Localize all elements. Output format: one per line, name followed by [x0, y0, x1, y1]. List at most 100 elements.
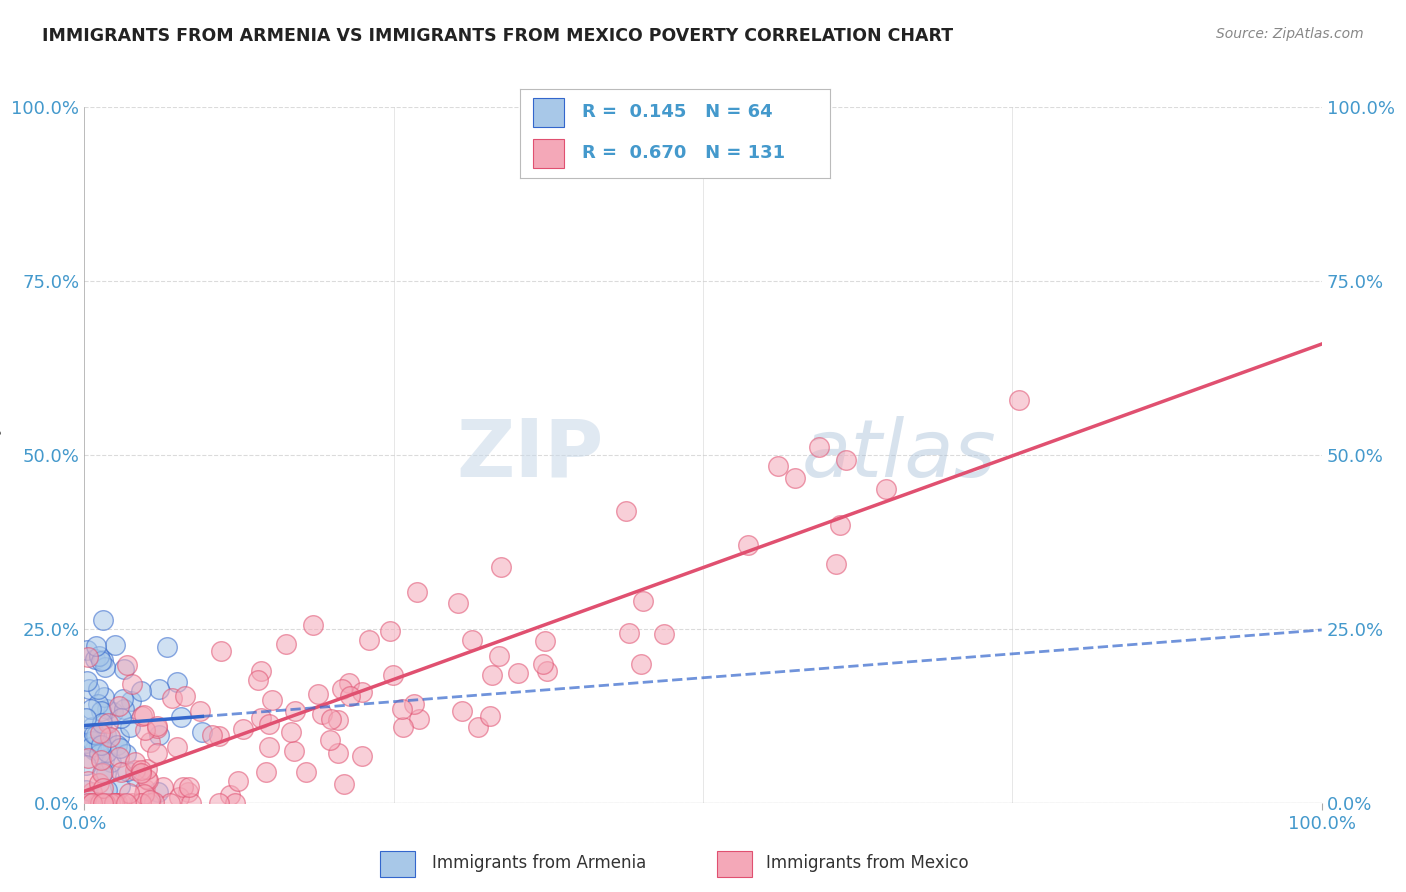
Point	[108, 741, 131, 756]
Point	[536, 664, 558, 678]
Point	[319, 733, 342, 747]
Point	[132, 787, 155, 801]
Point	[875, 482, 897, 496]
Point	[139, 793, 162, 807]
Point	[319, 712, 342, 726]
Point	[307, 687, 329, 701]
Point	[254, 764, 277, 779]
Point	[118, 719, 141, 733]
Point	[785, 471, 807, 485]
Point	[138, 796, 160, 810]
Point	[94, 728, 117, 742]
Point	[177, 785, 200, 799]
Point	[180, 796, 202, 810]
Point	[110, 764, 132, 779]
Bar	[533, 98, 564, 127]
Text: R =  0.670   N = 131: R = 0.670 N = 131	[582, 145, 785, 162]
Point	[121, 796, 143, 810]
Point	[333, 777, 356, 791]
Point	[94, 659, 117, 673]
Point	[188, 704, 211, 718]
Point	[110, 796, 132, 810]
Point	[134, 723, 156, 738]
Point	[766, 458, 789, 473]
Point	[96, 715, 118, 730]
Point	[96, 745, 118, 759]
Point	[93, 752, 115, 766]
Point	[531, 657, 554, 672]
Point	[91, 653, 114, 667]
Point	[75, 711, 97, 725]
Point	[146, 719, 169, 733]
Point	[201, 728, 224, 742]
Point	[174, 689, 197, 703]
Point	[381, 668, 404, 682]
Point	[129, 763, 152, 777]
Point	[630, 657, 652, 672]
Point	[148, 728, 170, 742]
Point	[117, 786, 139, 800]
Point	[446, 596, 468, 610]
Point	[112, 701, 135, 715]
Point	[93, 765, 115, 780]
Point	[302, 617, 325, 632]
Point	[148, 682, 170, 697]
Point	[134, 708, 156, 723]
Point	[80, 720, 103, 734]
Point	[451, 704, 474, 718]
Point	[129, 796, 152, 810]
Point	[91, 796, 114, 810]
Point	[93, 781, 115, 796]
Point	[100, 755, 122, 769]
Point	[83, 743, 105, 757]
Point	[117, 764, 139, 779]
Point	[146, 785, 169, 799]
Point	[115, 747, 138, 762]
Point	[104, 638, 127, 652]
Point	[835, 453, 858, 467]
Point	[80, 796, 103, 810]
Point	[111, 692, 134, 706]
Point	[110, 711, 132, 725]
Point	[830, 517, 852, 532]
Point	[77, 681, 100, 696]
Point	[274, 637, 297, 651]
Point	[77, 751, 100, 765]
Point	[631, 594, 654, 608]
Point	[84, 640, 107, 654]
Point	[166, 739, 188, 754]
Point	[121, 677, 143, 691]
Text: atlas: atlas	[801, 416, 997, 494]
Point	[169, 790, 191, 805]
Point	[350, 748, 373, 763]
Point	[250, 711, 273, 725]
Point	[108, 779, 131, 793]
Point	[97, 796, 120, 810]
Point	[82, 734, 104, 748]
Point	[77, 774, 100, 789]
Point	[260, 693, 283, 707]
Point	[75, 736, 97, 750]
Point	[219, 789, 242, 803]
Point	[143, 795, 166, 809]
Point	[283, 744, 305, 758]
Point	[139, 735, 162, 749]
Point	[172, 780, 194, 794]
Point	[87, 796, 110, 810]
Point	[249, 664, 271, 678]
Point	[89, 726, 111, 740]
Point	[402, 698, 425, 712]
Point	[339, 689, 361, 703]
Point	[652, 627, 675, 641]
Point	[284, 704, 307, 718]
Point	[208, 729, 231, 743]
Text: Source: ZipAtlas.com: Source: ZipAtlas.com	[1216, 27, 1364, 41]
Point	[489, 560, 512, 574]
Point	[160, 690, 183, 705]
Point	[460, 632, 482, 647]
Text: IMMIGRANTS FROM ARMENIA VS IMMIGRANTS FROM MEXICO POVERTY CORRELATION CHART: IMMIGRANTS FROM ARMENIA VS IMMIGRANTS FR…	[42, 27, 953, 45]
Point	[408, 712, 430, 726]
Point	[378, 624, 401, 639]
Bar	[533, 139, 564, 168]
Text: Immigrants from Armenia: Immigrants from Armenia	[433, 854, 647, 872]
